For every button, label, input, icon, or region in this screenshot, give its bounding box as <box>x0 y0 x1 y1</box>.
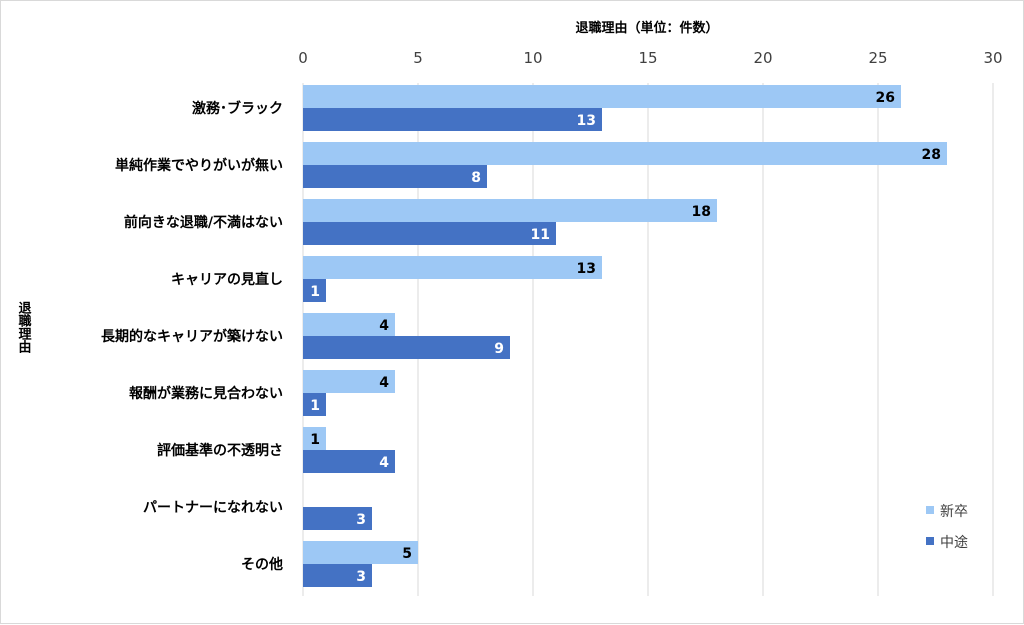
x-tick-label: 25 <box>868 49 887 67</box>
data-label: 1 <box>310 432 320 448</box>
bar-新卒 <box>303 427 326 450</box>
bar-中途 <box>303 165 487 188</box>
data-label: 1 <box>310 398 320 414</box>
category-label: 激務･ブラック <box>192 100 283 117</box>
category-label: パートナーになれない <box>143 500 283 516</box>
legend-swatch <box>926 537 934 545</box>
data-label: 18 <box>692 204 711 220</box>
x-axis-title: 退職理由（単位：件数） <box>575 20 718 36</box>
bar-新卒 <box>303 370 395 393</box>
data-label: 11 <box>531 227 550 243</box>
data-label: 3 <box>356 512 366 528</box>
bar-新卒 <box>303 199 717 222</box>
data-label: 13 <box>577 113 596 129</box>
bar-新卒 <box>303 85 901 108</box>
data-label: 13 <box>577 261 596 277</box>
bar-中途 <box>303 336 510 359</box>
data-label: 3 <box>356 569 366 585</box>
bar-新卒 <box>303 256 602 279</box>
category-label: 評価基準の不透明さ <box>157 442 283 459</box>
bar-中途 <box>303 108 602 131</box>
category-label: 前向きな退職/不満はない <box>124 214 283 231</box>
data-label: 1 <box>310 284 320 300</box>
legend-swatch <box>926 506 934 514</box>
bar-中途 <box>303 564 372 587</box>
category-label: キャリアの見直し <box>171 271 283 288</box>
data-label: 9 <box>494 341 504 357</box>
category-label: 単純作業でやりがいが無い <box>115 157 283 174</box>
data-label: 28 <box>922 147 941 163</box>
legend-label: 中途 <box>940 534 968 551</box>
data-label: 4 <box>379 318 389 334</box>
bar-新卒 <box>303 313 395 336</box>
bar-中途 <box>303 222 556 245</box>
data-label: 4 <box>379 455 389 471</box>
bar-中途 <box>303 393 326 416</box>
bar-新卒 <box>303 541 418 564</box>
data-label: 5 <box>402 546 412 562</box>
data-label: 4 <box>379 375 389 391</box>
x-tick-label: 20 <box>753 49 772 67</box>
x-tick-label: 15 <box>638 49 657 67</box>
category-label: その他 <box>241 556 283 573</box>
x-tick-label: 30 <box>983 49 1002 67</box>
y-axis-title: 退職理由 <box>16 301 32 354</box>
legend-label: 新卒 <box>940 504 968 520</box>
bar-中途 <box>303 507 372 530</box>
bar-中途 <box>303 279 326 302</box>
bar-新卒 <box>303 142 947 165</box>
data-label: 8 <box>471 170 481 186</box>
x-tick-label: 0 <box>298 49 308 67</box>
x-tick-label: 5 <box>413 49 423 67</box>
category-label: 長期的なキャリアが築けない <box>101 328 283 345</box>
bar-中途 <box>303 450 395 473</box>
data-label: 26 <box>876 90 895 106</box>
category-label: 報酬が業務に見合わない <box>129 385 283 402</box>
x-tick-label: 10 <box>523 49 542 67</box>
